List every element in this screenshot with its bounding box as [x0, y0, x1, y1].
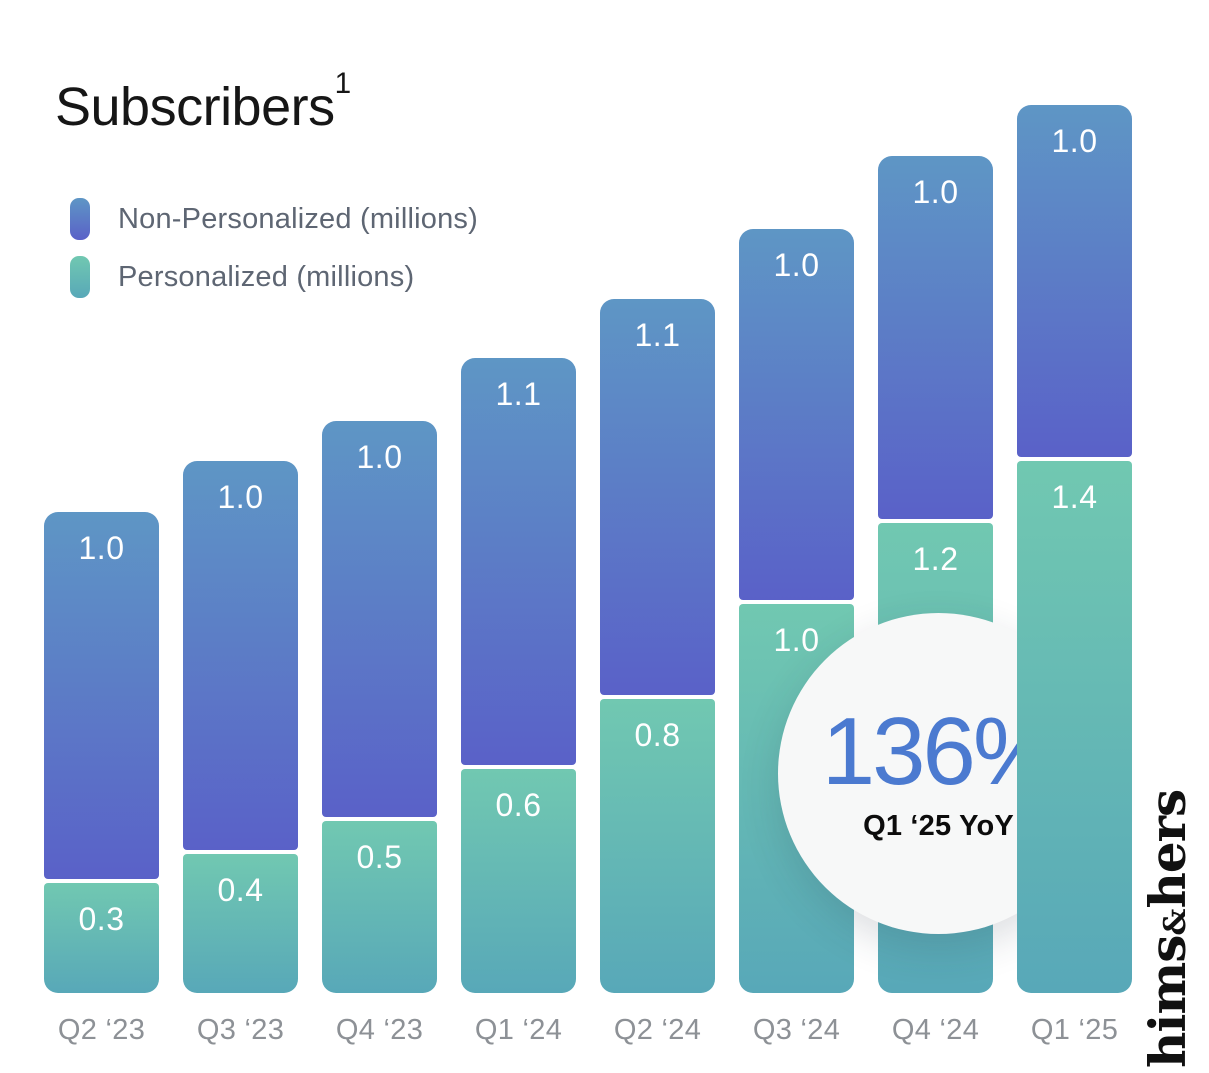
- x-axis-label-q3-24: Q3 ‘24: [752, 1014, 841, 1046]
- bar-value-label: 0.5: [356, 839, 403, 875]
- bar-value-label: 1.0: [78, 530, 125, 566]
- bar-segment-non-personalized-q1-24: 1.1: [461, 358, 576, 765]
- logo-ampersand: &: [1158, 908, 1193, 936]
- bar-value-label: 1.0: [773, 622, 820, 658]
- legend-item-non-personalized: Non-Personalized (millions): [70, 198, 478, 240]
- chart-title: Subscribers1: [55, 68, 351, 137]
- bar-segment-non-personalized-q4-24: 1.0: [878, 156, 993, 519]
- x-axis-label-q4-23: Q4 ‘23: [335, 1014, 424, 1046]
- bar-value-label: 1.0: [912, 174, 959, 210]
- bar-segment-non-personalized-q2-23: 1.0: [44, 512, 159, 879]
- bar-segment-non-personalized-q3-23: 1.0: [183, 461, 298, 850]
- bar-segment-personalized-q2-24: 0.8: [600, 699, 715, 993]
- bar-value-label: 1.2: [912, 541, 959, 577]
- x-axis-label-q1-25: Q1 ‘25: [1030, 1014, 1119, 1046]
- x-axis-label-q2-24: Q2 ‘24: [613, 1014, 702, 1046]
- legend-item-personalized: Personalized (millions): [70, 256, 478, 298]
- bar-value-label: 0.3: [78, 901, 125, 937]
- logo-word-hers: hers: [1138, 789, 1197, 909]
- legend-swatch-personalized: [70, 256, 90, 298]
- bar-segment-personalized-q1-24: 0.6: [461, 769, 576, 993]
- bar-value-label: 1.4: [1051, 479, 1098, 515]
- chart-title-footnote-marker: 1: [334, 66, 352, 100]
- bar-value-label: 1.1: [634, 317, 681, 353]
- bar-segment-personalized-q3-23: 0.4: [183, 854, 298, 993]
- bar-segment-non-personalized-q3-24: 1.0: [739, 229, 854, 600]
- bar-segment-non-personalized-q2-24: 1.1: [600, 299, 715, 695]
- bar-value-label: 1.0: [1051, 123, 1098, 159]
- legend-label-non-personalized: Non-Personalized (millions): [118, 202, 478, 235]
- x-axis-label-q2-23: Q2 ‘23: [57, 1014, 146, 1046]
- legend-label-personalized: Personalized (millions): [118, 260, 415, 293]
- bar-value-label: 0.8: [634, 717, 681, 753]
- bar-value-label: 1.0: [356, 439, 403, 475]
- bar-value-label: 1.0: [773, 247, 820, 283]
- bar-segment-non-personalized-q4-23: 1.0: [322, 421, 437, 817]
- bar-segment-non-personalized-q1-25: 1.0: [1017, 105, 1132, 457]
- x-axis-label-q3-23: Q3 ‘23: [196, 1014, 285, 1046]
- chart-title-text: Subscribers: [55, 77, 335, 137]
- bar-segment-personalized-q1-25: 1.4: [1017, 461, 1132, 993]
- bar-value-label: 0.4: [217, 872, 264, 908]
- bar-segment-personalized-q4-23: 0.5: [322, 821, 437, 993]
- bar-value-label: 1.0: [217, 479, 264, 515]
- bar-segment-personalized-q2-23: 0.3: [44, 883, 159, 993]
- hims-and-hers-logo: hims&hers: [1136, 788, 1200, 1068]
- legend-swatch-non-personalized: [70, 198, 90, 240]
- legend: Non-Personalized (millions) Personalized…: [70, 198, 478, 314]
- bar-value-label: 0.6: [495, 787, 542, 823]
- bar-value-label: 1.1: [495, 376, 542, 412]
- x-axis-label-q1-24: Q1 ‘24: [474, 1014, 563, 1046]
- x-axis-label-q4-24: Q4 ‘24: [891, 1014, 980, 1046]
- logo-word-hims: hims: [1138, 935, 1197, 1068]
- yoy-growth-caption: Q1 ‘25 YoY: [863, 810, 1014, 842]
